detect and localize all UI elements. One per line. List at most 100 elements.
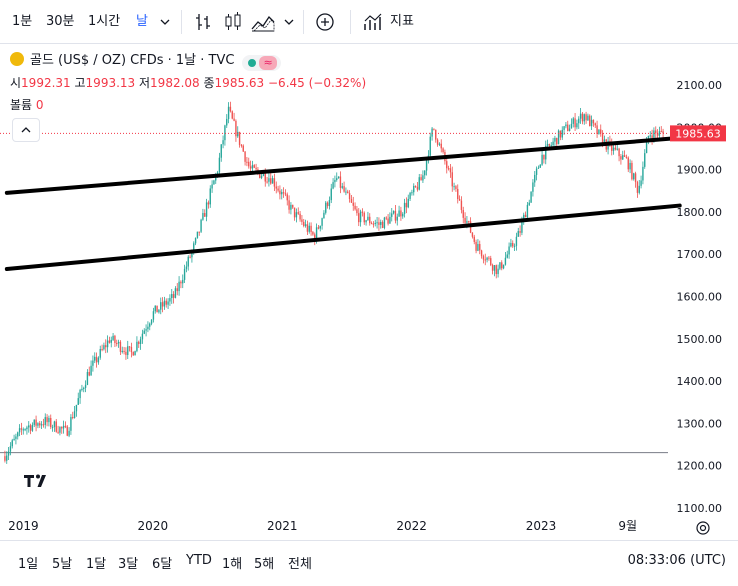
plus-circle-icon[interactable] (314, 11, 336, 33)
indicators-icon[interactable] (362, 11, 384, 33)
collapse-legend-button[interactable] (12, 118, 40, 142)
open-value: 1992.31 (21, 76, 71, 90)
candle-body (352, 202, 354, 206)
range-1m[interactable]: 1달 (86, 557, 107, 572)
candle-body (161, 302, 164, 307)
candle-body (253, 165, 255, 168)
candle-body (394, 210, 397, 221)
candle-body (128, 346, 131, 348)
candle-body (22, 429, 24, 431)
candle-body (414, 185, 417, 187)
candle-body (391, 213, 393, 217)
bar-chart-type-icon[interactable] (192, 11, 214, 33)
candle-body (323, 212, 325, 219)
candle-body (554, 137, 556, 142)
candle-body (328, 200, 331, 207)
candle-body (226, 118, 228, 126)
candle-body (169, 298, 171, 302)
close-label: 종 (203, 76, 215, 90)
candle-body (407, 198, 409, 208)
candle-body (73, 411, 76, 418)
candle-body (17, 432, 19, 437)
candle-body (297, 212, 299, 214)
volume-value: 0 (35, 98, 44, 112)
candle-body (539, 164, 541, 168)
range-5y[interactable]: 5해 (254, 557, 275, 572)
chevron-down-icon[interactable] (154, 11, 176, 33)
high-value: 1993.13 (85, 76, 136, 90)
candle-body (358, 213, 360, 223)
candle-body (592, 119, 595, 124)
candle-body (361, 211, 364, 213)
range-1y[interactable]: 1해 (222, 557, 243, 572)
volume-label: 볼륨 (10, 98, 33, 112)
time-tick-label: 2023 (526, 519, 557, 533)
range-1d[interactable]: 1일 (18, 557, 39, 572)
area-chart-icon[interactable] (250, 11, 276, 33)
candle-body (438, 143, 441, 145)
interval-1hour[interactable]: 1시간 (88, 14, 121, 29)
candle-body (462, 210, 464, 218)
candle-body (614, 147, 617, 150)
ohlc-row: 시1992.31 고1993.13 저1982.08 종1985.63 −6.4… (10, 74, 366, 96)
candle-body (537, 167, 540, 169)
candle-body (266, 181, 268, 183)
candle-body (598, 129, 600, 134)
candle-body (160, 302, 162, 310)
candle-body (182, 279, 184, 284)
market-status[interactable]: ≈ (242, 55, 281, 71)
candle-body (242, 145, 244, 152)
candle-body (578, 118, 580, 124)
candle-body (589, 115, 591, 127)
settings-icon (696, 521, 710, 535)
interval-30min[interactable]: 30분 (46, 14, 75, 29)
clock-utc[interactable]: 08:33:06 (UTC) (627, 553, 726, 568)
interval-1min[interactable]: 1분 (12, 14, 33, 29)
candle-body (213, 180, 215, 185)
candle-body (433, 128, 435, 130)
candle-body (321, 218, 323, 226)
candle-body (312, 231, 314, 235)
candle-body (72, 417, 74, 419)
candle-body (167, 301, 169, 305)
indicators-button[interactable]: 지표 (390, 14, 414, 29)
candle-body (189, 256, 191, 258)
candle-body (372, 223, 375, 225)
candle-body (546, 143, 549, 146)
candle-body (158, 309, 160, 313)
candle-body (499, 262, 501, 269)
time-axis: 2019 2020 2021 2022 2023 9월 (8, 519, 637, 533)
range-3m[interactable]: 3달 (118, 557, 139, 572)
candle-body (543, 154, 545, 160)
candle-body (519, 231, 521, 233)
interval-day[interactable]: 날 (136, 14, 148, 29)
candle-body (40, 424, 43, 426)
candle-body (517, 231, 519, 237)
trendline (4, 135, 682, 195)
candle-body (105, 345, 107, 348)
range-5d[interactable]: 5날 (52, 557, 73, 572)
candles-icon[interactable] (222, 11, 244, 33)
candle-body (75, 404, 78, 412)
candle-body (53, 421, 56, 428)
chevron-down-icon[interactable] (278, 11, 300, 33)
candle-body (411, 192, 413, 194)
candle-body (464, 217, 466, 223)
candle-body (288, 200, 290, 210)
candle-body (244, 151, 246, 162)
candle-body (11, 440, 13, 447)
status-dot-icon (248, 59, 257, 67)
candle-body (380, 221, 382, 225)
candle-body (114, 335, 116, 344)
price-chart[interactable]: 2100.002000.001900.001800.001700.001600.… (0, 45, 738, 540)
candle-body (90, 365, 92, 376)
candle-body (88, 372, 90, 376)
range-all[interactable]: 전체 (288, 557, 312, 572)
candle-body (424, 170, 426, 176)
symbol-title[interactable]: 골드 (US$ / OZ) CFDs · 1날 · TVC (30, 53, 235, 68)
range-ytd[interactable]: YTD (186, 553, 212, 568)
candle-body (622, 155, 624, 160)
range-6m[interactable]: 6달 (152, 557, 173, 572)
candle-body (565, 124, 567, 127)
candle-body (367, 216, 369, 221)
